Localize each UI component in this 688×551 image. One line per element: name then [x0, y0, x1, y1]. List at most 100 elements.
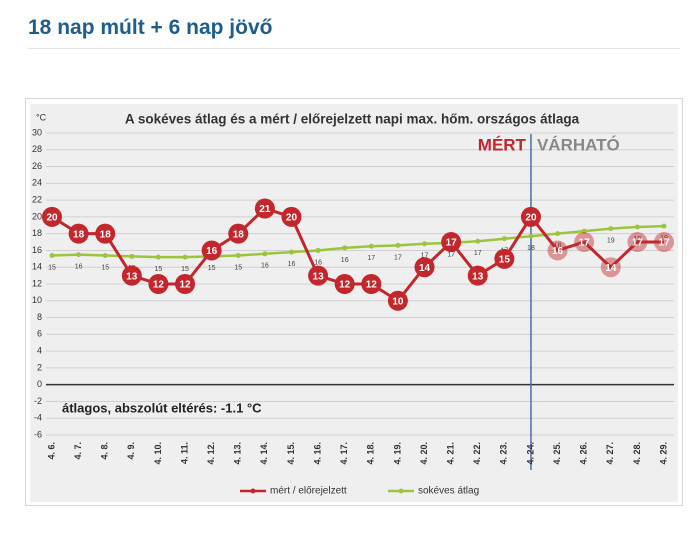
data-point [334, 274, 355, 294]
legend-swatch [250, 488, 256, 494]
y-axis-label: °C [36, 112, 47, 122]
y-tick-label: -2 [34, 396, 42, 406]
x-tick-label: 4. 21. [446, 442, 456, 465]
data-point [129, 253, 135, 259]
data-label: 17 [421, 253, 429, 260]
legend-label: mért / előrejelzett [270, 486, 347, 497]
data-point [262, 251, 268, 257]
x-tick-label: 4. 12. [206, 442, 216, 465]
data-point [342, 245, 348, 251]
data-label: 19 [607, 237, 615, 244]
y-tick-label: 30 [32, 127, 42, 137]
x-tick-label: 4. 23. [499, 442, 509, 465]
data-point [441, 232, 462, 253]
data-point [182, 254, 188, 260]
y-tick-label: 10 [32, 295, 42, 305]
data-label: 16 [206, 246, 218, 257]
data-label: 17 [474, 250, 482, 257]
data-label: 17 [367, 255, 375, 262]
chart-title: A sokéves átlag és a mért / előrejelzett… [125, 112, 580, 127]
data-label: 12 [339, 280, 351, 291]
y-tick-label: 16 [32, 245, 42, 255]
data-point [520, 206, 541, 227]
data-point [368, 243, 374, 249]
x-tick-label: 4. 25. [552, 442, 562, 465]
data-label: 15 [181, 266, 189, 273]
data-label: 16 [341, 257, 349, 264]
data-point [95, 223, 116, 244]
data-point [600, 257, 621, 278]
data-point [102, 252, 108, 258]
data-label: 15 [499, 254, 511, 265]
data-point [422, 241, 428, 247]
x-tick-label: 4. 20. [419, 442, 429, 465]
y-tick-label: -6 [34, 429, 42, 439]
data-label: 17 [447, 252, 455, 259]
data-point [228, 223, 249, 244]
data-label: 17 [579, 238, 591, 249]
y-tick-label: 12 [32, 278, 42, 288]
data-label: 19 [660, 235, 668, 242]
data-label: 20 [286, 213, 298, 224]
y-tick-label: -4 [34, 413, 42, 423]
data-label: 16 [314, 259, 322, 266]
data-point [308, 265, 329, 286]
y-tick-label: 8 [37, 312, 42, 322]
data-label: 18 [73, 229, 85, 240]
x-tick-label: 4. 8. [100, 442, 110, 460]
data-point [361, 274, 382, 294]
data-point [501, 236, 507, 242]
data-point [315, 247, 321, 253]
data-label: 17 [632, 238, 644, 249]
data-label: 13 [126, 271, 138, 282]
data-label: 12 [179, 280, 191, 291]
x-tick-label: 4. 13. [233, 442, 243, 465]
data-point [547, 240, 568, 261]
legend-swatch [398, 488, 404, 494]
y-tick-label: 28 [32, 144, 42, 154]
y-tick-label: 24 [32, 178, 42, 188]
data-label: 18 [554, 243, 562, 250]
x-tick-label: 4. 22. [472, 442, 482, 465]
data-label: 15 [101, 264, 109, 271]
data-label: 10 [392, 296, 404, 307]
data-point [281, 206, 302, 227]
data-label: 13 [472, 271, 484, 282]
data-point [235, 252, 241, 258]
data-point [654, 232, 674, 253]
x-tick-label: 4. 28. [632, 442, 642, 465]
x-tick-label: 4. 16. [312, 442, 322, 465]
data-point [395, 242, 401, 248]
chart-background [30, 104, 678, 502]
data-label: 19 [633, 236, 641, 243]
legend-label: sokéves átlag [418, 486, 479, 497]
data-point [555, 231, 561, 237]
data-label: 18 [100, 229, 112, 240]
y-tick-label: 4 [37, 345, 42, 355]
data-label: 12 [153, 280, 165, 291]
annotation: VÁRHATÓ [537, 135, 620, 154]
data-label: 20 [525, 213, 537, 224]
data-point [467, 265, 488, 286]
data-point [42, 206, 62, 227]
data-point [475, 238, 481, 244]
divider [28, 48, 680, 49]
data-point [201, 240, 222, 261]
x-tick-label: 4. 26. [579, 442, 589, 465]
x-tick-label: 4. 15. [286, 442, 296, 465]
data-label: 15 [234, 264, 242, 271]
data-label: 16 [552, 246, 564, 257]
data-point [175, 274, 196, 294]
data-point [661, 223, 667, 229]
data-point [155, 254, 161, 260]
data-label: 14 [419, 263, 431, 274]
y-tick-label: 14 [32, 262, 42, 272]
y-tick-label: 18 [32, 228, 42, 238]
data-point [634, 224, 640, 230]
series-line [51, 224, 665, 259]
data-point [288, 249, 294, 255]
data-point [608, 226, 614, 232]
data-point [574, 232, 595, 253]
